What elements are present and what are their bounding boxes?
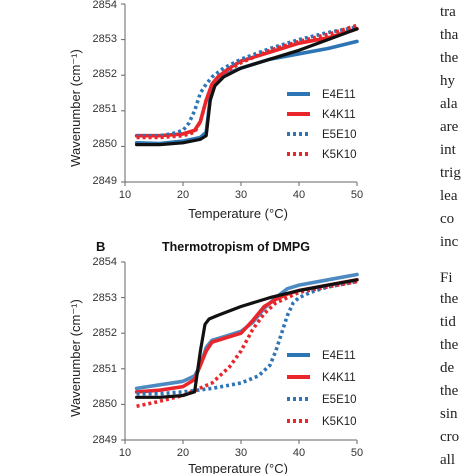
x-tick-label: 50 bbox=[351, 189, 363, 201]
side-text-line: the bbox=[440, 337, 459, 353]
legend-label-e5e10: E5E10 bbox=[322, 129, 357, 141]
y-axis-label: Wavenumber (cm⁻¹) bbox=[68, 49, 83, 167]
x-tick-label: 10 bbox=[119, 447, 131, 459]
legend-label-k5k10: K5K10 bbox=[322, 416, 357, 428]
chart-panel-b: B Thermotropism of DMPG 2854 2853 2852 2… bbox=[68, 239, 363, 474]
series-line-k5k10 bbox=[136, 23, 358, 140]
side-text-line: sin bbox=[440, 406, 458, 422]
legend: E4E11 K4K11 E5E10 K5K10 bbox=[287, 89, 357, 161]
side-text-line: co bbox=[440, 211, 454, 227]
y-tick-label: 2852 bbox=[93, 68, 117, 80]
side-text-line: trig bbox=[440, 165, 461, 181]
side-text-line: tra bbox=[440, 4, 456, 20]
x-axis-label: Temperature (°C) bbox=[188, 461, 288, 474]
side-text-line: are bbox=[440, 119, 459, 135]
side-text-line: cro bbox=[440, 429, 459, 445]
x-tick-label: 10 bbox=[119, 189, 131, 201]
y-tick-label: 2851 bbox=[93, 103, 117, 115]
series-line-black bbox=[135, 278, 359, 399]
side-text-line: the bbox=[440, 291, 459, 307]
series-group bbox=[134, 23, 359, 147]
chart-panel-a: 2854 2853 2852 2851 2850 2849 10 20 30 4… bbox=[68, 0, 363, 221]
side-text-line: int bbox=[440, 142, 457, 158]
article-side-text: tra tha the hy ala are int trig lea co i… bbox=[440, 4, 461, 468]
axis-ticks bbox=[121, 261, 358, 444]
legend-label-k4k11: K4K11 bbox=[322, 372, 356, 384]
chart-title: Thermotropism of DMPG bbox=[162, 240, 310, 254]
x-tick-label: 30 bbox=[235, 447, 247, 459]
panel-letter: B bbox=[96, 239, 105, 254]
side-text-line: tha bbox=[440, 27, 459, 43]
y-tick-label: 2851 bbox=[93, 363, 117, 375]
series-line-e5e10 bbox=[136, 279, 358, 396]
series-group bbox=[134, 272, 359, 408]
y-tick-label: 2854 bbox=[93, 0, 117, 11]
legend-label-k5k10: K5K10 bbox=[322, 149, 357, 161]
legend-label-k4k11: K4K11 bbox=[322, 109, 356, 121]
legend-label-e4e11: E4E11 bbox=[322, 350, 356, 362]
x-tick-label: 20 bbox=[177, 189, 189, 201]
side-text-line: the bbox=[440, 383, 459, 399]
side-text-line: tid bbox=[440, 314, 456, 330]
y-tick-label: 2852 bbox=[93, 327, 117, 339]
x-tick-label: 40 bbox=[293, 189, 305, 201]
y-tick-label: 2849 bbox=[93, 175, 117, 187]
x-axis-label: Temperature (°C) bbox=[188, 206, 288, 221]
side-text-line: the bbox=[440, 50, 459, 66]
y-tick-label: 2854 bbox=[93, 256, 117, 268]
side-text-line: inc bbox=[440, 234, 459, 250]
legend: E4E11 K4K11 E5E10 K5K10 bbox=[287, 350, 357, 428]
y-tick-label: 2850 bbox=[93, 138, 117, 150]
side-text-line: hy bbox=[440, 73, 456, 89]
y-axis-label: Wavenumber (cm⁻¹) bbox=[68, 299, 83, 417]
legend-label-e5e10: E5E10 bbox=[322, 394, 357, 406]
x-tick-label: 40 bbox=[293, 447, 305, 459]
side-text-line: de bbox=[440, 360, 455, 376]
side-text-line: ala bbox=[440, 96, 458, 112]
x-tick-label: 30 bbox=[235, 189, 247, 201]
side-text-line: all bbox=[440, 452, 455, 468]
x-tick-label: 50 bbox=[351, 447, 363, 459]
x-tick-label: 20 bbox=[177, 447, 189, 459]
legend-label-e4e11: E4E11 bbox=[322, 89, 356, 101]
y-tick-label: 2850 bbox=[93, 398, 117, 410]
y-tick-label: 2853 bbox=[93, 292, 117, 304]
side-text-line: lea bbox=[440, 188, 458, 204]
y-tick-label: 2853 bbox=[93, 33, 117, 45]
axis-ticks bbox=[121, 3, 358, 186]
series-line-black bbox=[135, 27, 359, 147]
side-text-line: Fi bbox=[440, 270, 453, 286]
y-tick-label: 2849 bbox=[93, 434, 117, 446]
